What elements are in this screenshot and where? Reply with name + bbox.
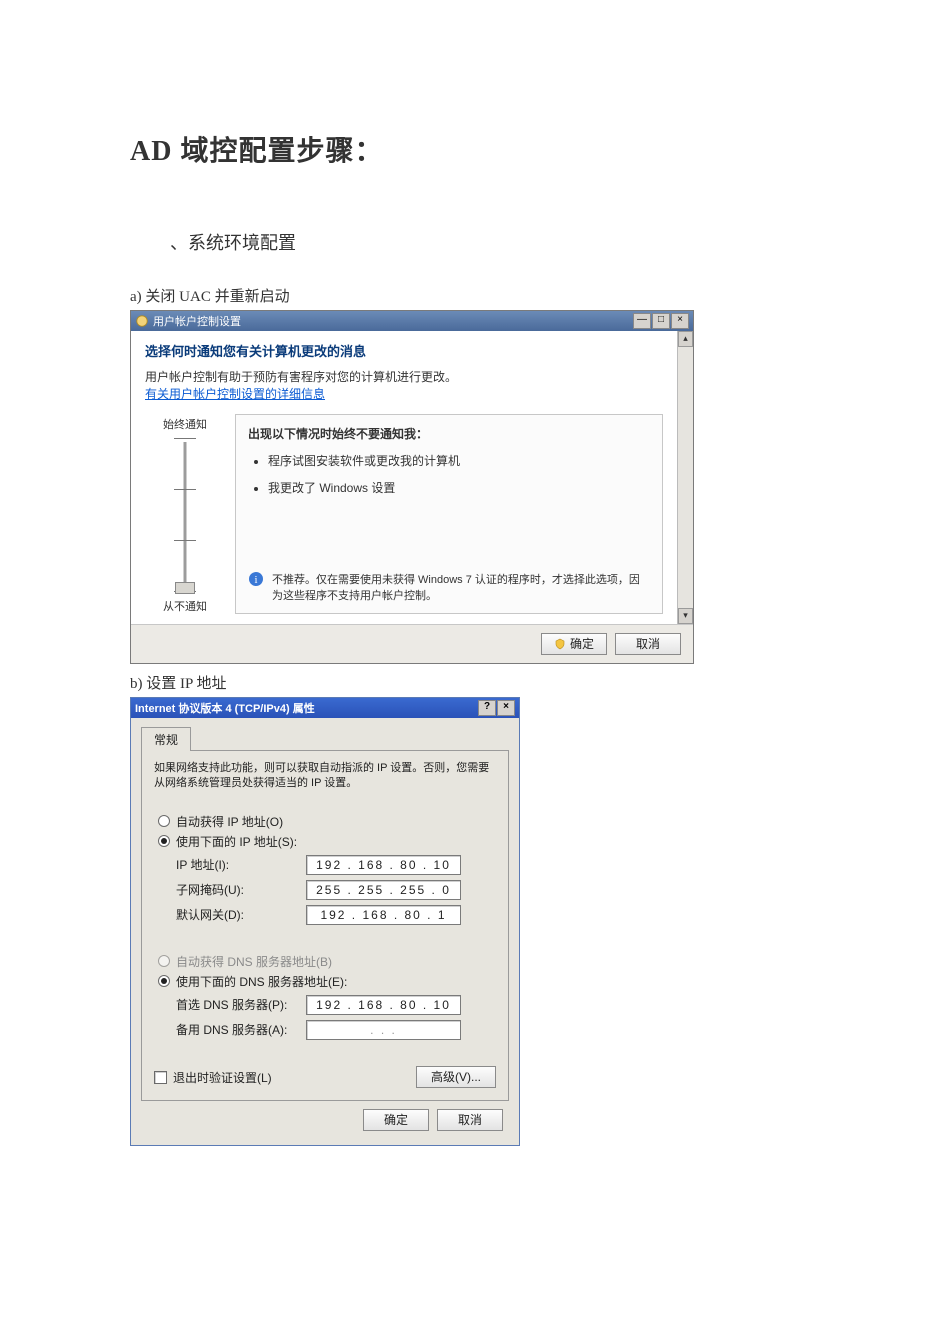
ok-button-label: 确定: [570, 635, 594, 652]
slider-label-top: 始终通知: [163, 416, 207, 432]
uac-help-link[interactable]: 有关用户帐户控制设置的详细信息: [145, 385, 663, 402]
uac-window: 用户帐户控制设置 — □ × 选择何时通知您有关计算机更改的消息 用户帐户控制有…: [130, 310, 694, 664]
uac-bullet-2: 我更改了 Windows 设置: [268, 479, 650, 496]
radio-manual-ip-label: 使用下面的 IP 地址(S):: [176, 833, 297, 850]
page-title: AD 域控配置步骤：: [130, 129, 815, 169]
slider-label-bottom: 从不通知: [163, 598, 207, 614]
label-ip-address: IP 地址(I):: [176, 856, 306, 873]
section-heading: 、系统环境配置: [170, 229, 815, 255]
window-close-button[interactable]: ×: [671, 313, 689, 329]
label-preferred-dns: 首选 DNS 服务器(P):: [176, 996, 306, 1013]
radio-manual-ip[interactable]: [158, 835, 170, 847]
uac-bullet-1: 程序试图安装软件或更改我的计算机: [268, 452, 650, 469]
step-a-label: a) 关闭 UAC 并重新启动: [130, 285, 815, 306]
shield-icon: [554, 638, 566, 650]
input-alternate-dns[interactable]: . . .: [306, 1020, 461, 1040]
uac-panel-title: 出现以下情况时始终不要通知我：: [248, 425, 650, 442]
uac-warning-text: 不推荐。仅在需要使用未获得 Windows 7 认证的程序时，才选择此选项，因为…: [272, 571, 650, 603]
tab-general[interactable]: 常规: [141, 727, 191, 751]
uac-heading: 选择何时通知您有关计算机更改的消息: [145, 341, 663, 360]
uac-title-icon: [135, 314, 149, 328]
cancel-button-label: 取消: [458, 1111, 482, 1128]
svg-text:i: i: [254, 574, 257, 586]
advanced-button[interactable]: 高级(V)...: [416, 1066, 496, 1088]
input-default-gateway[interactable]: 192 . 168 . 80 . 1: [306, 905, 461, 925]
radio-manual-dns[interactable]: [158, 975, 170, 987]
checkbox-validate-label: 退出时验证设置(L): [173, 1069, 272, 1086]
scroll-down-button[interactable]: ▾: [678, 608, 693, 624]
uac-description-panel: 出现以下情况时始终不要通知我： 程序试图安装软件或更改我的计算机 我更改了 Wi…: [235, 414, 663, 614]
uac-slider-thumb[interactable]: [175, 582, 195, 594]
ip-titlebar[interactable]: Internet 协议版本 4 (TCP/IPv4) 属性 ? ×: [131, 698, 519, 718]
advanced-button-label: 高级(V)...: [431, 1068, 481, 1085]
info-icon: i: [248, 571, 264, 603]
ip-window-title: Internet 协议版本 4 (TCP/IPv4) 属性: [135, 700, 478, 716]
input-preferred-dns[interactable]: 192 . 168 . 80 . 10: [306, 995, 461, 1015]
cancel-button[interactable]: 取消: [437, 1109, 503, 1131]
window-close-button[interactable]: ×: [497, 700, 515, 716]
label-default-gateway: 默认网关(D):: [176, 906, 306, 923]
step-b-label: b) 设置 IP 地址: [130, 672, 815, 693]
window-maximize-button[interactable]: □: [652, 313, 670, 329]
scroll-up-button[interactable]: ▴: [678, 331, 693, 347]
uac-titlebar[interactable]: 用户帐户控制设置 — □ ×: [131, 311, 693, 331]
uac-description: 用户帐户控制有助于预防有害程序对您的计算机进行更改。: [145, 368, 663, 385]
ok-button-label: 确定: [384, 1111, 408, 1128]
input-subnet-mask[interactable]: 255 . 255 . 255 . 0: [306, 880, 461, 900]
uac-slider[interactable]: [174, 438, 196, 592]
ip-description: 如果网络支持此功能，则可以获取自动指派的 IP 设置。否则，您需要从网络系统管理…: [154, 761, 496, 792]
cancel-button-label: 取消: [636, 635, 660, 652]
uac-window-title: 用户帐户控制设置: [153, 313, 633, 329]
cancel-button[interactable]: 取消: [615, 633, 681, 655]
label-subnet-mask: 子网掩码(U):: [176, 881, 306, 898]
radio-manual-dns-label: 使用下面的 DNS 服务器地址(E):: [176, 973, 347, 990]
input-ip-address[interactable]: 192 . 168 . 80 . 10: [306, 855, 461, 875]
ok-button[interactable]: 确定: [363, 1109, 429, 1131]
ipv4-properties-window: Internet 协议版本 4 (TCP/IPv4) 属性 ? × 常规 如果网…: [130, 697, 520, 1146]
radio-auto-dns: [158, 955, 170, 967]
window-minimize-button[interactable]: —: [633, 313, 651, 329]
radio-auto-dns-label: 自动获得 DNS 服务器地址(B): [176, 953, 332, 970]
radio-auto-ip-label: 自动获得 IP 地址(O): [176, 813, 283, 830]
radio-auto-ip[interactable]: [158, 815, 170, 827]
ok-button[interactable]: 确定: [541, 633, 607, 655]
window-help-button[interactable]: ?: [478, 700, 496, 716]
checkbox-validate-on-exit[interactable]: [154, 1071, 167, 1084]
vertical-scrollbar[interactable]: ▴ ▾: [677, 331, 693, 624]
label-alternate-dns: 备用 DNS 服务器(A):: [176, 1021, 306, 1038]
